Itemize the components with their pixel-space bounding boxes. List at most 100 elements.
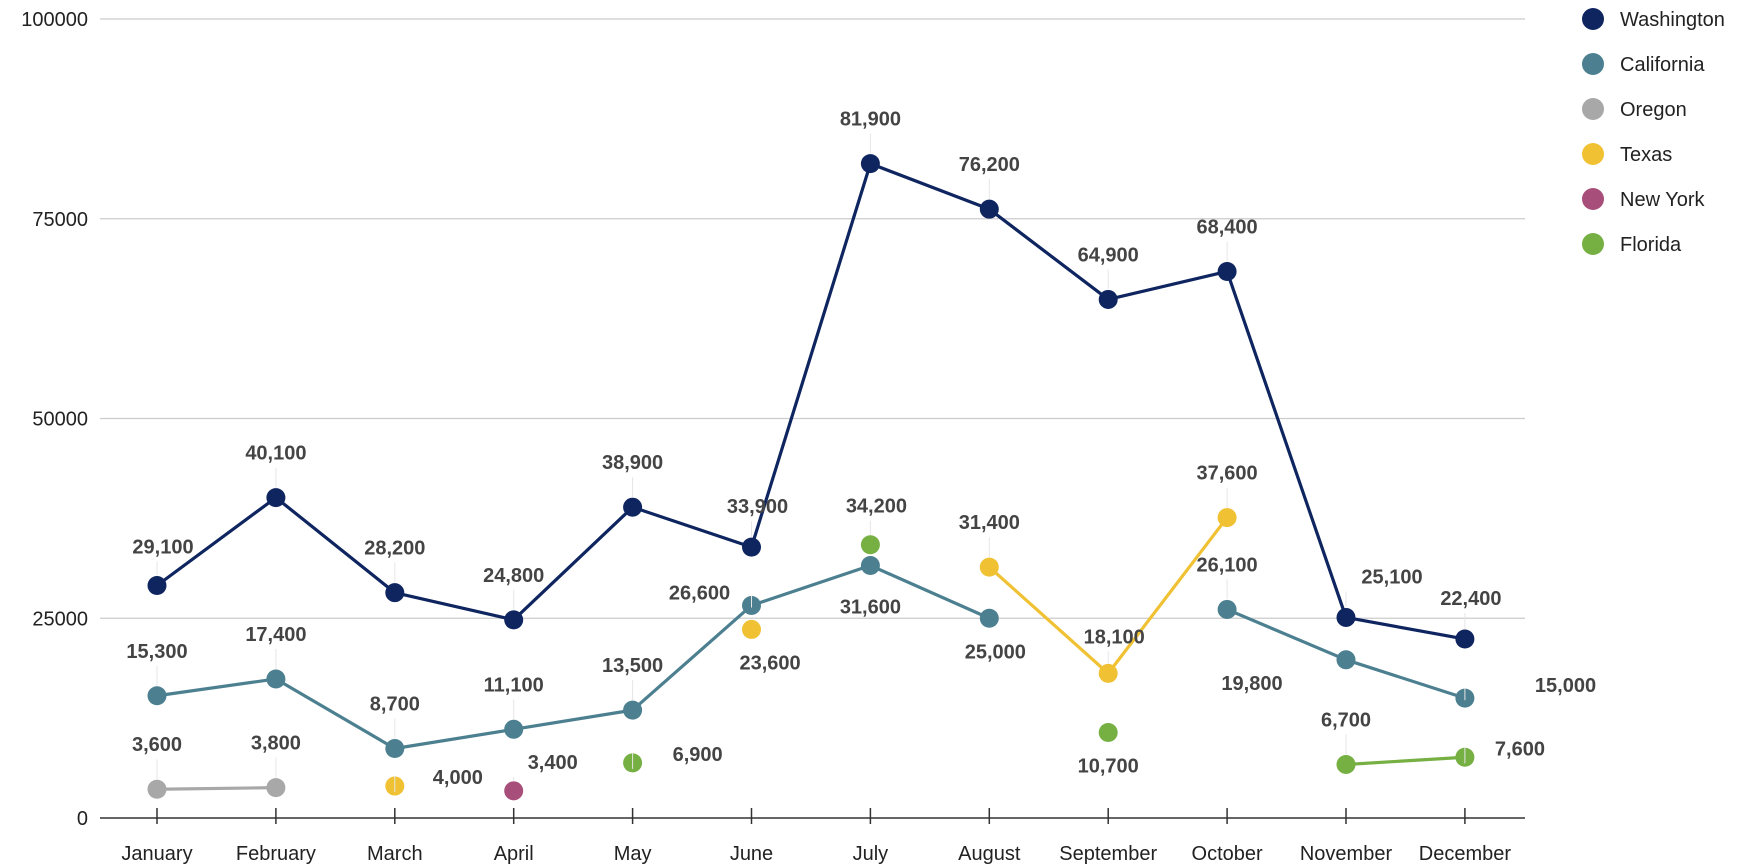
california-data-label-july: 31,600 xyxy=(840,597,901,619)
washington-point-october xyxy=(1217,261,1237,281)
washington-data-label-november: 25,100 xyxy=(1361,566,1422,588)
data-labels: 3,600 3,800 3,400 4,000 23,600 31,400 18,100 37… xyxy=(126,109,1596,793)
legend-label-new-york: New York xyxy=(1620,189,1705,211)
legend-label-florida: Florida xyxy=(1620,234,1682,256)
washington-point-april xyxy=(504,610,524,630)
washington-data-label-february: 40,100 xyxy=(245,443,306,465)
california-data-label-november: 19,800 xyxy=(1221,673,1282,695)
washington-data-label-october: 68,400 xyxy=(1197,216,1258,238)
points-new-york xyxy=(504,781,524,801)
points-washington xyxy=(147,154,1475,649)
texas-point-august xyxy=(979,557,999,577)
data-points xyxy=(147,154,1475,801)
x-tick-label-october: October xyxy=(1192,843,1263,865)
series-lines xyxy=(155,162,1467,791)
washington-line-segment xyxy=(868,162,991,211)
texas-data-label-september: 18,100 xyxy=(1084,626,1145,648)
washington-data-label-january: 29,100 xyxy=(132,536,193,558)
washington-point-march xyxy=(385,583,405,603)
washington-line-segment xyxy=(1225,269,1348,620)
x-tick-label-august: August xyxy=(958,843,1021,865)
florida-data-label-may: 6,900 xyxy=(673,744,723,766)
legend-marker-florida xyxy=(1582,233,1604,255)
washington-line-segment xyxy=(155,496,278,588)
texas-data-label-june: 23,600 xyxy=(740,652,801,674)
legend-label-washington: Washington xyxy=(1620,9,1725,31)
oregon-data-label-february: 3,800 xyxy=(251,733,301,755)
y-tick-label: 0 xyxy=(77,808,88,830)
florida-point-july xyxy=(860,535,880,555)
florida-point-september xyxy=(1098,723,1118,743)
washington-point-july xyxy=(860,154,880,174)
grid-lines xyxy=(100,18,1525,619)
florida-data-label-december: 7,600 xyxy=(1495,738,1545,760)
california-line-segment xyxy=(1344,658,1467,700)
legend-item-new-york[interactable]: New York xyxy=(1582,188,1705,211)
washington-data-label-march: 28,200 xyxy=(364,538,425,560)
california-line-segment xyxy=(630,603,754,712)
legend-label-oregon: Oregon xyxy=(1620,99,1687,121)
legend-item-california[interactable]: California xyxy=(1582,53,1705,76)
series-washington xyxy=(155,162,1467,641)
california-line-segment xyxy=(868,563,991,620)
washington-point-august xyxy=(979,199,999,219)
texas-line-segment xyxy=(1106,515,1229,675)
washington-data-label-august: 76,200 xyxy=(959,154,1020,176)
washington-line-segment xyxy=(512,505,635,622)
y-tick-label: 100000 xyxy=(21,9,88,31)
x-tick-label-november: November xyxy=(1300,843,1393,865)
california-point-october xyxy=(1217,599,1237,619)
series-texas xyxy=(987,515,1229,675)
legend-item-texas[interactable]: Texas xyxy=(1582,143,1672,166)
points-florida xyxy=(623,535,1475,774)
oregon-point-january xyxy=(147,779,167,799)
legend-marker-california xyxy=(1582,53,1604,75)
california-data-label-april: 11,100 xyxy=(484,674,544,696)
california-data-label-june: 26,600 xyxy=(669,582,730,604)
legend-item-washington[interactable]: Washington xyxy=(1582,8,1725,31)
legend-item-oregon[interactable]: Oregon xyxy=(1582,98,1687,121)
california-line-segment xyxy=(1225,607,1348,662)
x-tick-label-july: July xyxy=(853,843,889,865)
new-york-point-april xyxy=(504,781,524,801)
series-oregon xyxy=(155,786,278,791)
washington-line-segment xyxy=(630,505,754,549)
california-data-label-august: 25,000 xyxy=(965,641,1026,663)
x-tick-label-april: April xyxy=(494,843,534,865)
texas-point-june xyxy=(742,619,761,639)
x-tick-label-december: December xyxy=(1419,843,1512,865)
washington-line-segment xyxy=(749,162,873,549)
california-line-segment xyxy=(512,708,635,731)
california-point-january xyxy=(147,686,167,706)
legend-item-florida[interactable]: Florida xyxy=(1582,233,1682,256)
california-point-february xyxy=(266,669,286,689)
legend: Washington California Oregon Texas New York F… xyxy=(1582,8,1725,256)
points-oregon xyxy=(147,778,286,799)
oregon-data-label-january: 3,600 xyxy=(132,734,182,756)
points-texas xyxy=(385,508,1237,796)
x-tick-label-september: September xyxy=(1059,843,1157,865)
washington-data-label-december: 22,400 xyxy=(1440,588,1501,610)
texas-point-october xyxy=(1217,508,1237,528)
legend-marker-texas xyxy=(1582,143,1604,165)
california-data-label-december: 15,000 xyxy=(1535,675,1596,697)
washington-data-label-july: 81,900 xyxy=(840,109,901,131)
x-tick-label-february: February xyxy=(236,843,316,865)
california-line-segment xyxy=(393,727,516,751)
x-tick-label-january: January xyxy=(121,843,192,865)
points-california xyxy=(147,556,1475,758)
washington-line-segment xyxy=(1344,615,1467,641)
y-tick-label: 25000 xyxy=(32,608,88,630)
florida-line-segment xyxy=(1344,755,1467,767)
florida-point-november xyxy=(1336,754,1356,774)
california-point-july xyxy=(860,556,880,576)
california-point-may xyxy=(623,700,643,720)
washington-point-september xyxy=(1098,289,1118,309)
series-california xyxy=(155,563,1467,751)
x-tick-label-june: June xyxy=(730,843,773,865)
washington-data-label-june: 33,900 xyxy=(727,496,788,518)
california-data-label-march: 8,700 xyxy=(370,693,420,715)
california-point-april xyxy=(504,719,524,739)
